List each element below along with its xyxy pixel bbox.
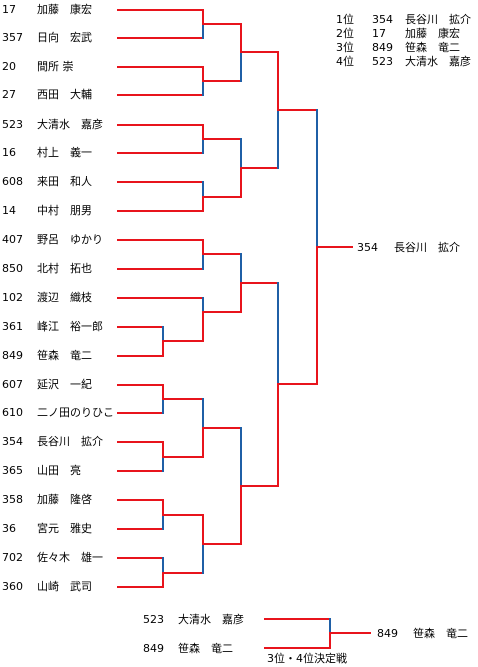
player-seed: 702 <box>2 551 23 564</box>
player-name: 西田 大輔 <box>37 88 92 101</box>
player-name: 野呂 ゆかり <box>37 233 103 246</box>
player-name: 北村 拓也 <box>37 262 92 275</box>
rank-seed: 849 <box>372 41 393 54</box>
player-name: 佐々木 雄一 <box>37 551 103 564</box>
third-place-title: 3位・4位決定戦 <box>267 652 347 665</box>
third-place-name: 大清水 嘉彦 <box>178 613 244 626</box>
player-seed: 610 <box>2 406 23 419</box>
champion-seed: 354 <box>357 241 378 254</box>
third-place-seed: 849 <box>143 642 164 655</box>
player-name: 山崎 武司 <box>37 580 92 593</box>
player-name: 大清水 嘉彦 <box>37 118 103 131</box>
player-seed: 360 <box>2 580 23 593</box>
player-seed: 36 <box>2 522 16 535</box>
player-seed: 16 <box>2 146 16 159</box>
player-seed: 354 <box>2 435 23 448</box>
rank-name: 長谷川 拡介 <box>405 13 471 26</box>
player-seed: 27 <box>2 88 16 101</box>
player-seed: 14 <box>2 204 16 217</box>
player-name: 宮元 雅史 <box>37 522 92 535</box>
player-name: 間所 崇 <box>37 60 74 73</box>
player-name: 来田 和人 <box>37 175 92 188</box>
rank-place: 2位 <box>336 27 354 40</box>
player-name: 村上 義一 <box>37 146 92 159</box>
rank-name: 笹森 竜二 <box>405 41 460 54</box>
player-seed: 365 <box>2 464 23 477</box>
player-seed: 357 <box>2 31 23 44</box>
third-place-winner-name: 笹森 竜二 <box>413 627 468 640</box>
rank-seed: 17 <box>372 27 386 40</box>
player-seed: 358 <box>2 493 23 506</box>
rank-seed: 354 <box>372 13 393 26</box>
player-seed: 17 <box>2 3 16 16</box>
player-name: 山田 亮 <box>37 464 81 477</box>
player-seed: 407 <box>2 233 23 246</box>
player-seed: 849 <box>2 349 23 362</box>
player-seed: 20 <box>2 60 16 73</box>
rank-place: 4位 <box>336 55 354 68</box>
player-name: 日向 宏武 <box>37 31 92 44</box>
player-name: 二ノ田のりひこ <box>37 406 114 419</box>
player-name: 加藤 隆啓 <box>37 493 92 506</box>
third-place-winner-seed: 849 <box>377 627 398 640</box>
player-seed: 850 <box>2 262 23 275</box>
rank-place: 3位 <box>336 41 354 54</box>
player-seed: 607 <box>2 378 23 391</box>
player-name: 笹森 竜二 <box>37 349 92 362</box>
player-seed: 523 <box>2 118 23 131</box>
player-seed: 608 <box>2 175 23 188</box>
champion-name: 長谷川 拡介 <box>394 241 460 254</box>
third-place-name: 笹森 竜二 <box>178 642 233 655</box>
player-name: 渡辺 織枝 <box>37 291 92 304</box>
player-name: 加藤 康宏 <box>37 3 92 16</box>
rank-place: 1位 <box>336 13 354 26</box>
player-seed: 361 <box>2 320 23 333</box>
player-name: 峰江 裕一郎 <box>37 320 103 333</box>
player-name: 延沢 一紀 <box>37 378 92 391</box>
player-name: 長谷川 拡介 <box>37 435 103 448</box>
player-seed: 102 <box>2 291 23 304</box>
player-name: 中村 朋男 <box>37 204 92 217</box>
rank-name: 加藤 康宏 <box>405 27 460 40</box>
rank-seed: 523 <box>372 55 393 68</box>
rank-name: 大清水 嘉彦 <box>405 55 471 68</box>
third-place-seed: 523 <box>143 613 164 626</box>
